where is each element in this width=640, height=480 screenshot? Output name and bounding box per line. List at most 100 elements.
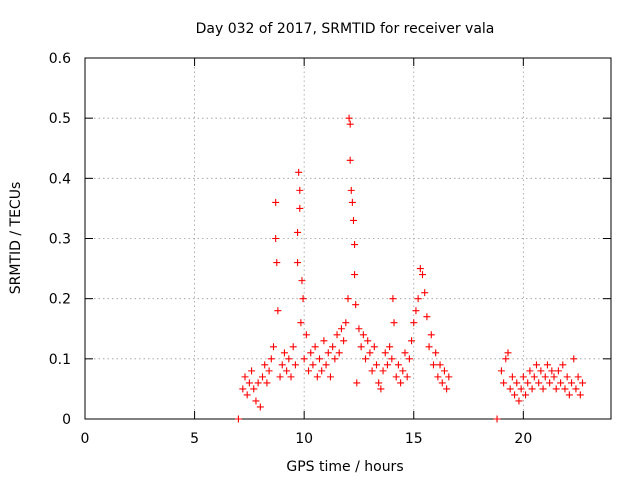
data-point xyxy=(344,295,352,303)
data-point xyxy=(423,313,431,321)
data-point xyxy=(316,355,324,363)
data-point xyxy=(557,379,565,387)
data-point xyxy=(559,361,567,369)
data-point xyxy=(416,265,424,273)
data-point xyxy=(276,373,284,381)
data-point xyxy=(259,373,267,381)
data-point xyxy=(234,415,242,423)
data-point xyxy=(511,391,519,399)
data-point xyxy=(554,367,562,375)
data-point xyxy=(524,379,532,387)
data-point xyxy=(342,319,350,327)
data-point xyxy=(331,355,339,363)
y-tick-label: 0.2 xyxy=(49,292,71,308)
data-point xyxy=(579,379,587,387)
chart-title: Day 032 of 2017, SRMTID for receiver val… xyxy=(196,21,495,37)
plot-frame xyxy=(84,57,612,420)
data-point xyxy=(351,271,359,279)
data-point xyxy=(313,373,321,381)
data-point xyxy=(405,355,413,363)
data-point xyxy=(364,337,372,345)
data-point xyxy=(333,331,341,339)
data-point xyxy=(346,156,354,164)
data-point xyxy=(245,379,253,387)
data-point xyxy=(537,367,545,375)
data-point xyxy=(239,385,247,393)
data-point xyxy=(576,391,584,399)
data-point xyxy=(386,343,394,351)
data-point xyxy=(305,367,313,375)
data-point xyxy=(294,259,302,267)
data-point xyxy=(392,373,400,381)
data-point xyxy=(302,331,310,339)
data-point xyxy=(299,295,307,303)
data-point xyxy=(539,385,547,393)
data-point xyxy=(399,367,407,375)
data-point xyxy=(291,361,299,369)
axis-ticks: 0 0.1 0.2 0.3 0.4 0.5 0.6 0 5 10 15 20 xyxy=(49,51,611,447)
data-point xyxy=(351,241,359,249)
data-point xyxy=(272,198,280,206)
data-point xyxy=(427,331,435,339)
x-tick-label: 5 xyxy=(190,431,199,447)
data-point xyxy=(300,355,308,363)
data-point xyxy=(425,343,433,351)
data-point xyxy=(263,379,271,387)
data-point xyxy=(421,289,429,297)
data-point xyxy=(401,349,409,357)
data-point xyxy=(377,385,385,393)
data-point xyxy=(309,361,317,369)
x-tick-label: 20 xyxy=(514,431,532,447)
data-point xyxy=(366,349,374,357)
data-point xyxy=(274,307,282,315)
x-tick-label: 15 xyxy=(405,431,423,447)
data-point xyxy=(346,120,354,128)
data-point xyxy=(548,367,556,375)
data-point xyxy=(285,355,293,363)
data-point xyxy=(296,186,304,194)
data-point xyxy=(357,343,365,351)
data-point xyxy=(574,373,582,381)
data-point xyxy=(324,349,332,357)
data-points xyxy=(234,114,587,423)
data-point xyxy=(568,379,576,387)
data-point xyxy=(519,373,527,381)
data-point xyxy=(267,355,275,363)
data-point xyxy=(345,114,353,122)
data-point xyxy=(535,379,543,387)
data-point xyxy=(326,373,334,381)
data-point xyxy=(438,379,446,387)
data-point xyxy=(500,379,508,387)
data-point xyxy=(530,373,538,381)
data-point xyxy=(372,361,380,369)
data-point xyxy=(248,367,256,375)
y-tick-label: 0.1 xyxy=(49,352,71,368)
data-point xyxy=(261,361,269,369)
data-point xyxy=(526,367,534,375)
data-point xyxy=(340,337,348,345)
data-point xyxy=(383,361,391,369)
data-point xyxy=(294,228,302,236)
data-point xyxy=(394,361,402,369)
data-point xyxy=(278,361,286,369)
data-point xyxy=(272,235,280,242)
data-point xyxy=(298,277,306,285)
data-point xyxy=(389,295,397,303)
data-point xyxy=(283,367,291,375)
data-point xyxy=(572,385,580,393)
data-point xyxy=(543,361,551,369)
data-point xyxy=(296,204,304,212)
data-point xyxy=(390,319,398,327)
data-point xyxy=(243,391,251,399)
data-point xyxy=(408,337,416,345)
data-point xyxy=(295,168,303,176)
data-point xyxy=(432,349,440,357)
data-point xyxy=(410,319,418,327)
data-point xyxy=(359,331,367,339)
data-point xyxy=(513,379,521,387)
y-tick-label: 0.3 xyxy=(49,232,71,248)
data-point xyxy=(335,349,343,357)
grid xyxy=(85,58,611,419)
data-point xyxy=(362,355,370,363)
y-tick-label: 0.6 xyxy=(49,51,71,67)
